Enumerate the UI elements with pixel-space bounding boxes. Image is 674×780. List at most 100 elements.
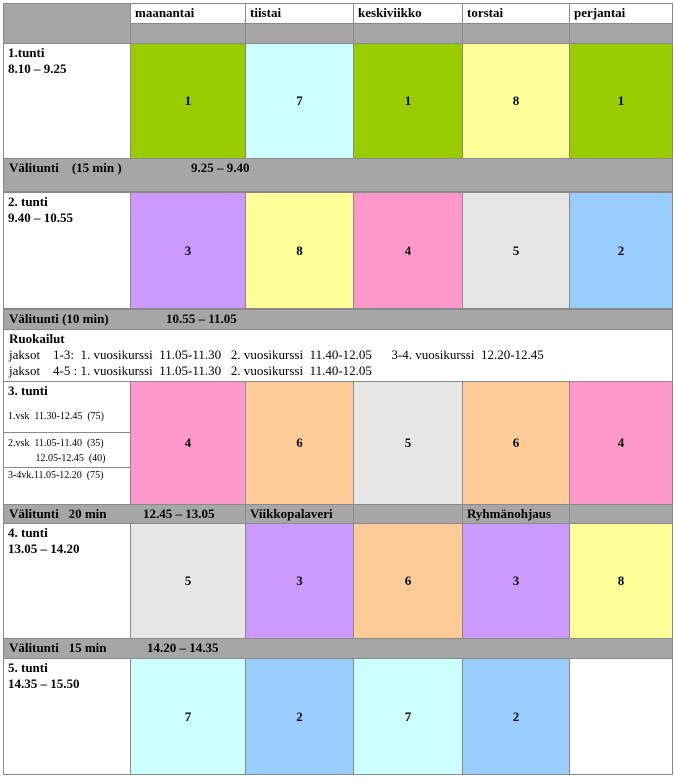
course-number: 6 — [404, 573, 412, 588]
break-time: 12.45 – 13.05 — [143, 506, 215, 521]
lesson-cell: 8 — [462, 43, 570, 159]
course-number: 1 — [404, 93, 412, 108]
lesson-note: 2.vsk 11.05-11.40 (35) — [8, 438, 104, 449]
course-number: 2 — [512, 708, 520, 724]
course-number: 3 — [512, 573, 520, 588]
header-gray — [245, 23, 354, 44]
day-name: torstai — [467, 5, 504, 20]
lesson-cell: 7 — [245, 43, 354, 159]
break-note: Viikkopalaveri — [250, 506, 333, 521]
course-number: 3 — [296, 573, 303, 588]
course-number: 7 — [296, 93, 303, 108]
lesson-note: 1.vsk 11.30-12.45 (75) — [8, 411, 105, 422]
break-cell: Välitunti 20 min 12.45 – 13.05 — [3, 504, 246, 524]
lesson-cell: 6 — [462, 381, 570, 505]
lesson-title: 1.tunti — [8, 45, 45, 60]
break-time: 10.55 – 11.05 — [166, 311, 237, 326]
note-separator — [4, 432, 130, 433]
corner-cell — [3, 3, 131, 44]
lunch-row: Ruokailut jaksot 1-3: 1. vuosikurssi 11.0… — [3, 329, 673, 382]
lesson-label: 5. tunti 14.35 – 15.50 — [3, 658, 131, 775]
break-cell — [353, 504, 463, 524]
lesson-cell: 7 — [130, 658, 246, 775]
course-number: 8 — [296, 242, 303, 258]
lesson-cell: 1 — [130, 43, 246, 159]
day-name: tiistai — [250, 5, 282, 20]
header-gray — [130, 23, 246, 44]
lesson-cell: 5 — [130, 523, 246, 639]
day-header: torstai — [462, 3, 570, 24]
break-cell — [569, 504, 673, 524]
lesson-cell: 2 — [569, 192, 673, 309]
lesson-cell: 6 — [245, 381, 354, 505]
lesson-cell: 3 — [245, 523, 354, 639]
lesson-cell: 6 — [353, 523, 463, 639]
course-number: 7 — [184, 708, 192, 724]
lesson-label: 3. tunti 1.vsk 11.30-12.45 (75) 2.vsk 11.0… — [3, 381, 131, 505]
course-number: 3 — [184, 242, 192, 258]
course-number: 4 — [404, 242, 412, 258]
course-number: 6 — [512, 435, 520, 450]
lunch-line: jaksot 4-5 : 1. vuosikurssi 11.05-11.30 … — [9, 363, 372, 378]
break-note: Ryhmänohjaus — [467, 506, 552, 521]
break-row: Välitunti (10 min) 10.55 – 11.05 — [3, 309, 673, 330]
break-row: Välitunti 15 min 14.20 – 14.35 — [3, 638, 673, 659]
lesson-cell: 8 — [245, 192, 354, 309]
break-title: Välitunti 20 min — [9, 506, 107, 521]
header-gray — [569, 23, 673, 44]
break-row: Välitunti (15 min ) 9.25 – 9.40 — [3, 158, 673, 192]
break-cell: Ryhmänohjaus — [462, 504, 570, 524]
day-name: keskiviikko — [358, 5, 422, 20]
lunch-title: Ruokailut — [9, 331, 65, 346]
day-header: tiistai — [245, 3, 354, 24]
lesson-cell: 4 — [353, 192, 463, 309]
lesson-time: 9.40 – 10.55 — [8, 210, 73, 225]
lesson-time: 8.10 – 9.25 — [8, 61, 67, 76]
course-number: 1 — [184, 93, 192, 108]
lesson-cell: 2 — [462, 658, 570, 775]
break-time: 14.20 – 14.35 — [147, 640, 219, 655]
course-number: 4 — [617, 435, 625, 450]
course-number: 6 — [296, 435, 303, 450]
header-gray — [353, 23, 463, 44]
course-number: 5 — [184, 573, 192, 588]
lesson-label: 1.tunti 8.10 – 9.25 — [3, 43, 131, 159]
lesson-cell: 4 — [569, 381, 673, 505]
lesson-cell: 1 — [569, 43, 673, 159]
lesson-note: 3-4vk.11.05-12.20 (75) — [8, 470, 104, 481]
lesson-cell: 5 — [462, 192, 570, 309]
day-header: keskiviikko — [353, 3, 463, 24]
course-number: 5 — [404, 435, 412, 450]
lesson-title: 5. tunti — [8, 660, 48, 675]
course-number: 4 — [184, 435, 192, 450]
lesson-title: 3. tunti — [8, 383, 48, 398]
course-number: 8 — [617, 573, 625, 588]
day-header: perjantai — [569, 3, 673, 24]
break-time: 9.25 – 9.40 — [191, 160, 250, 175]
course-number: 2 — [296, 708, 303, 724]
lesson-cell: 8 — [569, 523, 673, 639]
course-number: 1 — [617, 93, 625, 108]
lesson-cell: 1 — [353, 43, 463, 159]
lesson-cell: 7 — [353, 658, 463, 775]
break-title: Välitunti (15 min ) — [9, 160, 122, 175]
lesson-note: 12.05-12.45 (40) — [8, 453, 106, 464]
lesson-label: 4. tunti 13.05 – 14.20 — [3, 523, 131, 639]
break-cell: Viikkopalaveri — [245, 504, 354, 524]
day-name: maanantai — [135, 5, 195, 20]
header-gray — [462, 23, 570, 44]
lesson-cell: 4 — [130, 381, 246, 505]
lesson-cell: 2 — [245, 658, 354, 775]
course-number: 8 — [512, 93, 520, 108]
note-separator — [4, 467, 130, 468]
day-name: perjantai — [574, 5, 626, 20]
lesson-cell: 3 — [130, 192, 246, 309]
lesson-time: 14.35 – 15.50 — [8, 676, 80, 691]
course-number: 7 — [404, 708, 412, 724]
break-title: Välitunti 15 min — [9, 640, 107, 655]
course-number: 5 — [512, 242, 520, 258]
lesson-cell — [569, 658, 673, 775]
lunch-line: jaksot 1-3: 1. vuosikurssi 11.05-11.30 2… — [9, 347, 544, 362]
day-header: maanantai — [130, 3, 246, 24]
